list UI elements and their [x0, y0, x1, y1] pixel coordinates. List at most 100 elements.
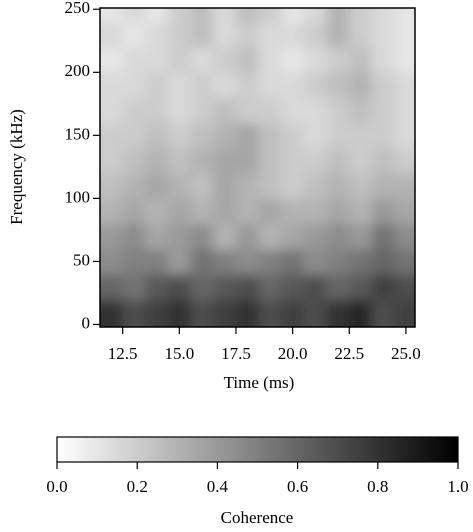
heat-cell — [100, 21, 124, 48]
heat-cell — [190, 72, 214, 99]
heat-cell — [394, 223, 415, 250]
heat-cell — [145, 122, 169, 149]
heat-cell — [281, 97, 305, 124]
heat-cell — [349, 72, 373, 99]
heat-cell — [371, 248, 396, 275]
heat-cell — [145, 97, 169, 124]
heat-cell — [213, 299, 237, 327]
heat-cell — [326, 47, 350, 73]
heat-cell — [213, 8, 237, 23]
heat-cell — [167, 173, 192, 199]
heat-cell — [371, 274, 396, 300]
heat-cell — [349, 299, 373, 327]
heat-cell — [145, 47, 169, 73]
colorbar-tick-label: 0.8 — [367, 477, 388, 496]
heat-cell — [145, 274, 169, 300]
heat-cell — [122, 8, 146, 23]
heat-cell — [258, 122, 282, 149]
heat-cell — [281, 299, 305, 327]
heat-cell — [145, 299, 169, 327]
heat-cell — [100, 8, 124, 23]
heat-cell — [167, 223, 192, 250]
heat-cell — [281, 122, 305, 149]
heat-cell — [145, 147, 169, 174]
heat-cell — [394, 8, 415, 23]
heat-cell — [122, 97, 146, 124]
heat-cell — [213, 122, 237, 149]
heat-cell — [213, 274, 237, 300]
heat-cell — [394, 47, 415, 73]
heat-cell — [326, 147, 350, 174]
heat-cell — [100, 122, 124, 149]
heat-cell — [258, 223, 282, 250]
heat-cell — [349, 47, 373, 73]
heat-cell — [213, 47, 237, 73]
heat-cell — [190, 8, 214, 23]
y-tick-label: 250 — [65, 0, 91, 17]
heat-cell — [394, 21, 415, 48]
heat-cell — [394, 122, 415, 149]
heat-cell — [235, 299, 260, 327]
x-axis-label: Time (ms) — [224, 373, 295, 392]
heat-cell — [167, 274, 192, 300]
heat-cell — [100, 223, 124, 250]
heat-cell — [281, 47, 305, 73]
heat-cell — [145, 223, 169, 250]
heat-cell — [213, 198, 237, 225]
heat-cell — [122, 173, 146, 199]
heat-cell — [303, 173, 328, 199]
heat-cell — [326, 248, 350, 275]
heat-cell — [145, 8, 169, 23]
heat-cell — [371, 299, 396, 327]
heat-cell — [213, 223, 237, 250]
heat-cell — [190, 47, 214, 73]
heat-cell — [371, 173, 396, 199]
heat-cell — [371, 97, 396, 124]
heat-cell — [281, 248, 305, 275]
heat-cell — [349, 223, 373, 250]
heat-cell — [235, 72, 260, 99]
heat-cell — [281, 274, 305, 300]
heat-cell — [100, 72, 124, 99]
heat-cell — [100, 274, 124, 300]
heat-cell — [122, 274, 146, 300]
heat-cell — [235, 173, 260, 199]
heat-cell — [167, 21, 192, 48]
heat-cell — [349, 274, 373, 300]
heat-cell — [303, 248, 328, 275]
heat-cell — [326, 97, 350, 124]
heat-cell — [145, 21, 169, 48]
heat-cell — [371, 223, 396, 250]
heat-cell — [145, 72, 169, 99]
heat-cell — [167, 97, 192, 124]
heat-cell — [213, 248, 237, 275]
heat-cell — [190, 21, 214, 48]
heat-cell — [190, 299, 214, 327]
heat-cell — [281, 223, 305, 250]
heat-cell — [167, 299, 192, 327]
heat-cell — [190, 147, 214, 174]
heatmap — [100, 8, 415, 327]
heat-cell — [190, 198, 214, 225]
y-tick-label: 0 — [82, 313, 91, 332]
heat-cell — [394, 97, 415, 124]
x-tick-label: 15.0 — [164, 344, 194, 363]
y-axis-label: Frequency (kHz) — [7, 109, 26, 225]
heat-cell — [303, 274, 328, 300]
heat-cell — [394, 299, 415, 327]
colorbar-tick-label: 0.4 — [207, 477, 229, 496]
colorbar-label: Coherence — [221, 508, 294, 527]
heat-cell — [213, 21, 237, 48]
heat-cell — [303, 72, 328, 99]
heat-cell — [326, 8, 350, 23]
heat-cell — [326, 173, 350, 199]
heat-cell — [303, 223, 328, 250]
colorbar — [56, 436, 459, 463]
heat-cell — [100, 47, 124, 73]
heat-cell — [235, 198, 260, 225]
heat-cell — [303, 47, 328, 73]
heat-cell — [303, 299, 328, 327]
x-tick-label: 20.0 — [278, 344, 308, 363]
heat-cell — [190, 97, 214, 124]
